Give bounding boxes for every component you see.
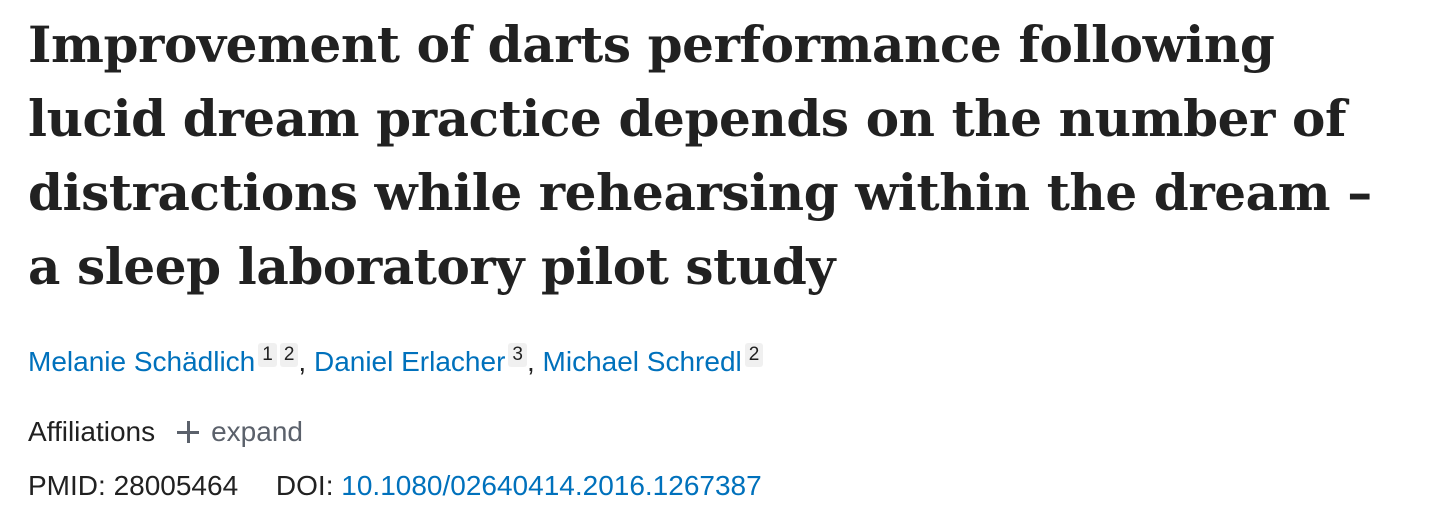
doi-link[interactable]: 10.1080/02640414.2016.1267387: [341, 470, 762, 501]
pmid-value: 28005464: [113, 470, 239, 501]
authors-list: Melanie Schädlich 1 2, Daniel Erlacher 3, M…: [28, 342, 1428, 382]
doi-label: DOI:: [275, 470, 334, 501]
affiliation-ref-1[interactable]: 1: [258, 343, 277, 367]
pmid-label: PMID:: [28, 470, 106, 501]
affiliation-ref-3[interactable]: 3: [508, 343, 527, 367]
article-title: Improvement of darts performance followi…: [28, 15, 1372, 296]
expand-label: expand: [211, 416, 303, 447]
affiliation-ref-2[interactable]: 2: [744, 343, 764, 367]
article-header: Improvement of darts performance followi…: [28, 8, 1428, 506]
affiliations-label: Affiliations: [28, 416, 156, 447]
plus-icon: [177, 421, 200, 443]
author-separator: ,: [526, 346, 543, 377]
author-link-schaedlich[interactable]: Melanie Schädlich: [28, 346, 256, 377]
pmid-identifier: PMID: 28005464: [28, 466, 238, 506]
doi-identifier: DOI: 10.1080/02640414.2016.1267387: [276, 466, 762, 506]
article-identifiers: PMID: 28005464 DOI: 10.1080/02640414.201…: [28, 466, 1428, 506]
author-link-erlacher[interactable]: Daniel Erlacher: [313, 346, 506, 377]
author-link-schredl[interactable]: Michael Schredl: [542, 346, 742, 377]
affiliations-expand-button[interactable]: expand: [177, 412, 303, 452]
affiliations-row: Affiliations expand: [28, 412, 1428, 452]
author-separator: ,: [298, 346, 314, 377]
affiliation-ref-2[interactable]: 2: [279, 343, 299, 367]
